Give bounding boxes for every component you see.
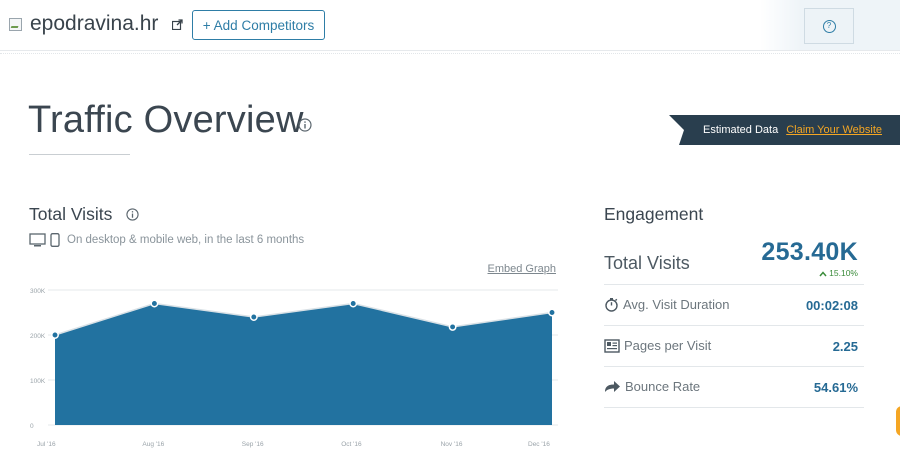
x-tick-label: Jul '16 xyxy=(37,441,56,448)
total-visits-title: Total Visits xyxy=(29,204,113,224)
metric-bounce-rate: Bounce Rate 54.61% xyxy=(604,367,864,408)
external-link-icon[interactable] xyxy=(172,19,183,30)
side-widget-tab[interactable] xyxy=(896,406,900,436)
metric-value: 2.25 xyxy=(832,339,858,354)
metric-value: 00:02:08 xyxy=(805,298,858,313)
favicon-icon xyxy=(9,18,22,31)
y-tick-label: 300K xyxy=(30,288,46,295)
site-name[interactable]: epodravina.hr xyxy=(30,12,159,35)
metric-label: Pages per Visit xyxy=(624,338,712,353)
total-visits-label: Total Visits xyxy=(604,253,690,273)
change-value: 15.10% xyxy=(829,268,858,278)
device-scope: On desktop & mobile web, in the last 6 m… xyxy=(29,233,304,247)
bounce-arrow-icon xyxy=(605,381,620,392)
embed-graph-link[interactable]: Embed Graph xyxy=(487,263,556,275)
metric-value: 54.61% xyxy=(813,380,858,395)
stopwatch-icon xyxy=(605,298,618,312)
y-tick-label: 200K xyxy=(30,333,46,340)
x-tick-label: Sep '16 xyxy=(242,441,264,448)
data-point[interactable] xyxy=(51,331,59,339)
metric-label: Avg. Visit Duration xyxy=(623,297,730,312)
x-tick-label: Dec '16 xyxy=(528,441,550,448)
total-visits-change: 15.10% xyxy=(819,268,858,278)
help-icon: ? xyxy=(822,19,836,33)
metric-avg-visit-duration: Avg. Visit Duration 00:02:08 xyxy=(604,285,864,326)
estimated-data-banner: Estimated Data Claim Your Website xyxy=(669,115,900,145)
engagement-title: Engagement xyxy=(604,204,704,224)
data-point[interactable] xyxy=(349,299,358,308)
visits-line xyxy=(54,302,553,336)
y-tick-label: 0 xyxy=(30,423,34,430)
x-tick-label: Oct '16 xyxy=(341,441,362,448)
engagement-total-visits: Total Visits 253.40K 15.10% xyxy=(604,232,864,285)
arrow-up-icon xyxy=(819,271,827,277)
data-point[interactable] xyxy=(548,308,556,317)
title-underline xyxy=(29,154,130,155)
data-point[interactable] xyxy=(249,313,258,321)
add-competitors-button[interactable]: + Add Competitors xyxy=(192,10,325,40)
x-tick-label: Aug '16 xyxy=(142,441,164,448)
desktop-icon xyxy=(29,233,46,247)
top-bar: epodravina.hr + Add Competitors ? xyxy=(0,0,900,51)
info-icon[interactable] xyxy=(298,118,312,132)
device-scope-text: On desktop & mobile web, in the last 6 m… xyxy=(67,234,305,246)
estimated-label: Estimated Data xyxy=(703,124,779,136)
visits-area xyxy=(55,303,552,425)
data-point[interactable] xyxy=(448,322,457,331)
mobile-icon xyxy=(50,233,60,247)
divider xyxy=(0,53,900,54)
metric-pages-per-visit: Pages per Visit 2.25 xyxy=(604,326,864,367)
help-button[interactable]: ? xyxy=(804,8,854,44)
data-point[interactable] xyxy=(150,299,159,308)
metric-label: Bounce Rate xyxy=(625,379,701,394)
page-title: Traffic Overview xyxy=(28,99,304,141)
total-visits-value: 253.40K xyxy=(761,238,858,266)
info-icon[interactable] xyxy=(126,208,139,221)
pages-icon xyxy=(604,338,620,353)
total-visits-chart: 0 100K 200K 300K Jul '16 Aug '16 Sep '16 Oct '1… xyxy=(30,288,558,448)
y-tick-label: 100K xyxy=(30,378,46,385)
claim-website-link[interactable]: Claim Your Website xyxy=(786,124,882,136)
x-tick-label: Nov '16 xyxy=(441,441,463,448)
